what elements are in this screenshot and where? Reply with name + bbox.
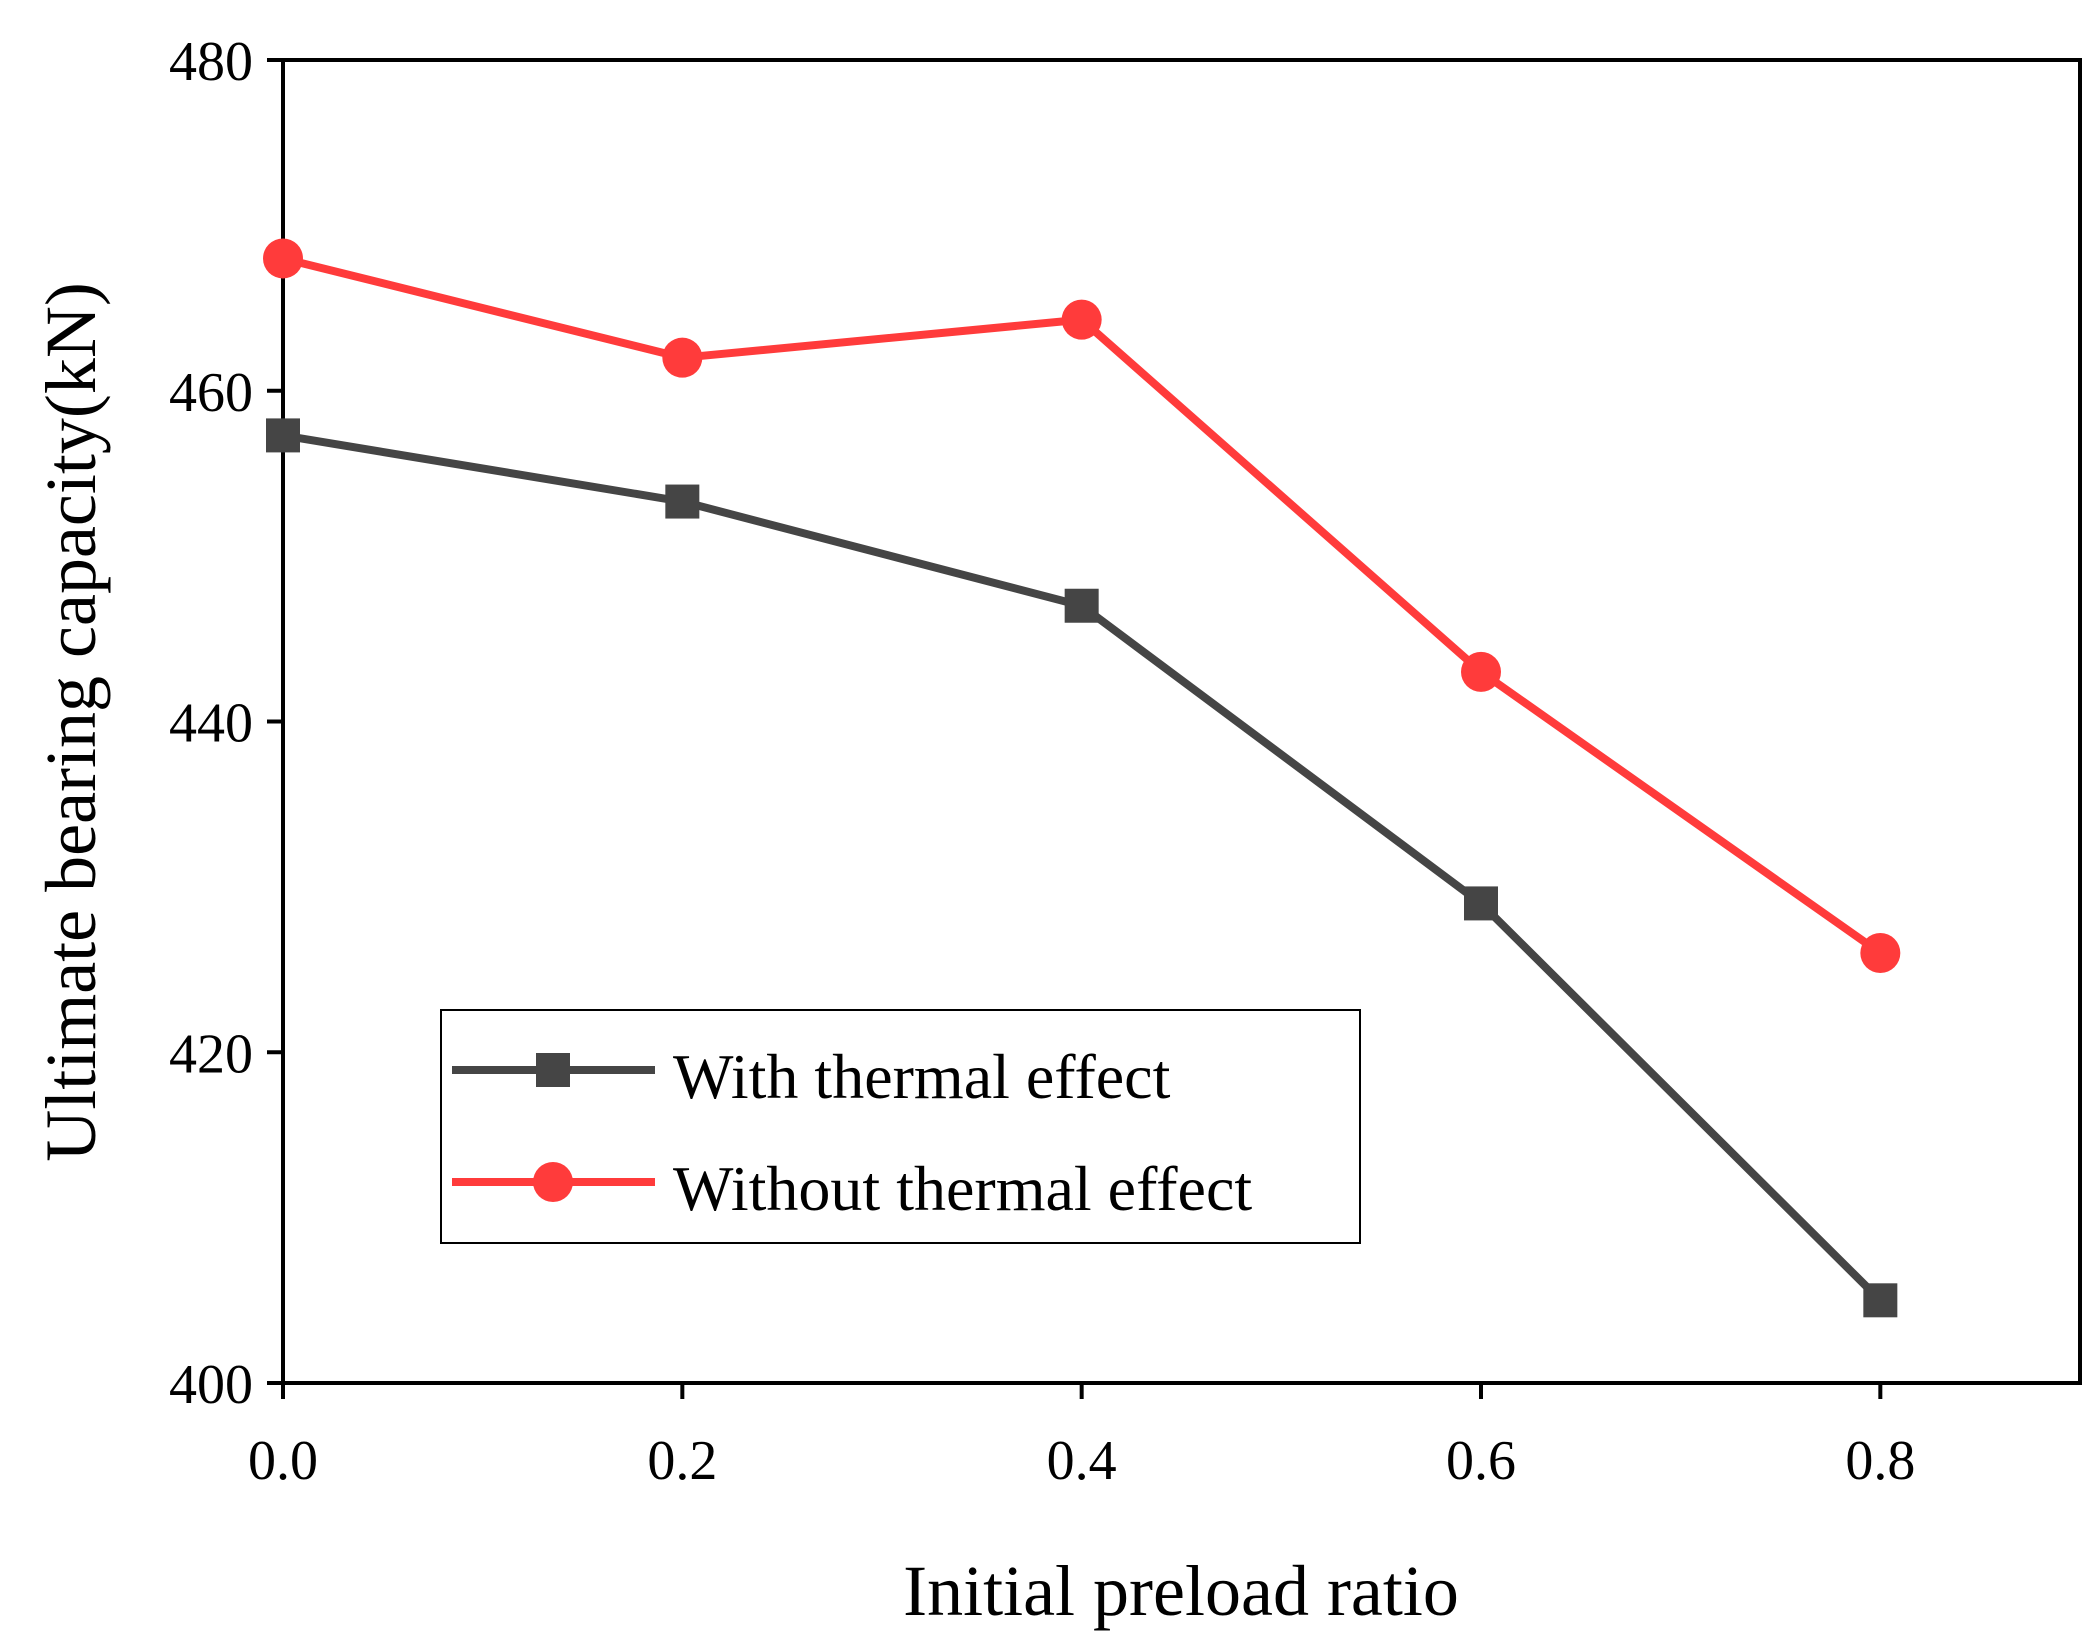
y-tick-label: 480: [169, 31, 253, 93]
x-tick-label: 0.4: [1047, 1430, 1117, 1492]
x-tick-label: 0.8: [1845, 1430, 1915, 1492]
data-point-without-thermal-effect: [263, 238, 303, 279]
legend-marker-circle: [533, 1162, 573, 1202]
legend-label-with-thermal: With thermal effect: [673, 1041, 1171, 1112]
x-axis-ticks: 0.0 0.2 0.4 0.6 0.8: [248, 1383, 1915, 1492]
data-point-without-thermal-effect: [1461, 651, 1501, 692]
data-point-with-thermal-effect: [1064, 588, 1099, 623]
legend-box: [440, 1009, 1361, 1244]
legend-marker-square: [536, 1053, 570, 1087]
series-layer: [263, 238, 1901, 1318]
data-point-without-thermal-effect: [1860, 933, 1901, 974]
x-tick-label: 0.6: [1446, 1430, 1516, 1492]
x-tick-label: 0.0: [248, 1430, 318, 1492]
legend: With thermal effect Without thermal effe…: [440, 1009, 1361, 1244]
legend-label-without-thermal: Without thermal effect: [673, 1153, 1252, 1224]
x-tick-label: 0.2: [647, 1430, 717, 1492]
data-point-with-thermal-effect: [1863, 1283, 1898, 1318]
data-point-with-thermal-effect: [266, 418, 300, 453]
data-point-with-thermal-effect: [665, 484, 700, 519]
y-tick-label: 460: [169, 362, 253, 424]
y-tick-label: 420: [169, 1023, 253, 1085]
y-axis-title: Ultimate bearing capacity(kN): [31, 282, 111, 1162]
y-tick-label: 440: [169, 693, 253, 755]
y-tick-label: 400: [169, 1354, 253, 1416]
data-point-with-thermal-effect: [1464, 886, 1498, 921]
data-point-without-thermal-effect: [662, 337, 703, 378]
x-axis-title: Initial preload ratio: [903, 1551, 1459, 1631]
data-point-without-thermal-effect: [1061, 299, 1102, 340]
y-axis-ticks: 400 420 440 460 480: [169, 31, 283, 1416]
